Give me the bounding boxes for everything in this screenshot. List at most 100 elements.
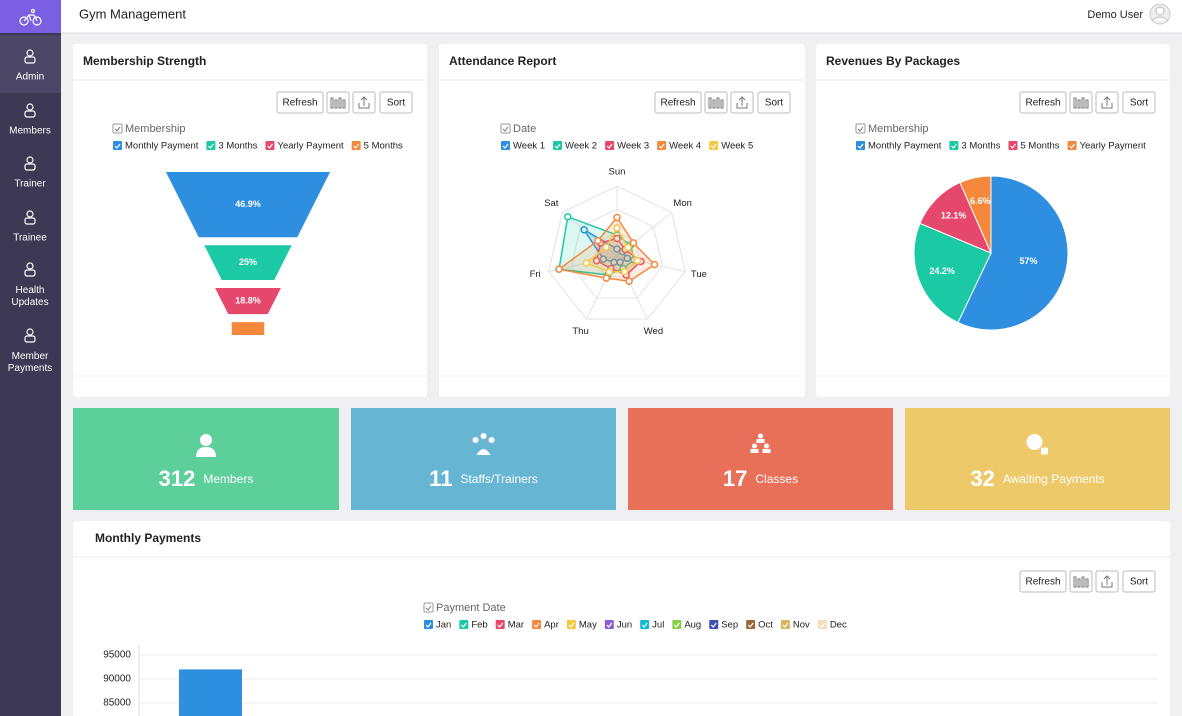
menu-label[interactable]: Health Updates — [11, 285, 48, 308]
stat-tile[interactable] — [905, 408, 1170, 510]
legend-checkbox[interactable] — [746, 620, 756, 629]
legend-label[interactable]: Dec — [830, 620, 847, 631]
legend-checkbox[interactable] — [1008, 141, 1018, 150]
legend-label[interactable]: Yearly Payment — [1080, 141, 1147, 152]
legend-label[interactable]: Yearly Payment — [277, 141, 344, 152]
legend-checkbox[interactable] — [495, 620, 505, 629]
legend-checkbox[interactable] — [672, 620, 682, 629]
legend-checkbox[interactable] — [1067, 141, 1077, 150]
legend-title-checkbox[interactable] — [500, 123, 511, 134]
radar-point[interactable] — [555, 265, 563, 273]
legend-label[interactable]: Nov — [793, 620, 810, 631]
user-name[interactable]: Demo User — [1087, 9, 1143, 21]
legend-label[interactable]: Jan — [436, 620, 451, 631]
legend-checkbox[interactable] — [709, 141, 719, 150]
legend-label[interactable]: 5 Months — [1020, 141, 1059, 152]
pie-slice[interactable] — [959, 175, 992, 254]
legend-checkbox[interactable] — [566, 620, 576, 629]
button[interactable] — [757, 91, 791, 114]
export-icon[interactable] — [358, 96, 370, 109]
button[interactable] — [654, 91, 702, 114]
avatar[interactable] — [1149, 3, 1171, 25]
legend-checkbox[interactable] — [817, 620, 827, 629]
legend-title-checkbox[interactable] — [112, 123, 123, 134]
legend-checkbox[interactable] — [605, 141, 615, 150]
refresh-button[interactable]: Refresh — [1025, 98, 1060, 109]
legend-checkbox[interactable] — [949, 141, 959, 150]
legend-checkbox[interactable] — [640, 620, 650, 629]
legend-checkbox[interactable] — [351, 141, 361, 150]
radar-point[interactable] — [623, 254, 631, 263]
legend-checkbox[interactable] — [709, 620, 719, 629]
radar-point[interactable] — [582, 259, 591, 267]
legend-label[interactable]: Jun — [617, 620, 632, 631]
radar-point[interactable] — [610, 258, 618, 267]
chart-type-icon[interactable] — [330, 97, 346, 109]
radar-point[interactable] — [620, 268, 629, 276]
menu-label[interactable]: Members — [9, 126, 51, 137]
stat-tile[interactable] — [351, 408, 616, 510]
bar[interactable] — [179, 669, 242, 716]
legend-label[interactable]: Monthly Payment — [868, 141, 942, 152]
button[interactable] — [276, 91, 324, 114]
legend-checkbox[interactable] — [604, 620, 614, 629]
chart-type-icon[interactable] — [1073, 97, 1089, 109]
refresh-button[interactable]: Refresh — [660, 98, 695, 109]
legend-checkbox[interactable] — [265, 141, 275, 150]
legend-label[interactable]: Sep — [721, 620, 738, 631]
legend-label[interactable]: Apr — [544, 620, 559, 631]
sort-button[interactable]: Sort — [765, 98, 784, 109]
legend-label[interactable]: 5 Months — [364, 141, 403, 152]
radar-point[interactable] — [625, 277, 633, 285]
button[interactable] — [1069, 91, 1093, 114]
logo[interactable] — [0, 0, 61, 33]
legend-label[interactable]: 3 Months — [218, 141, 257, 152]
legend-checkbox[interactable] — [856, 141, 865, 150]
legend-label[interactable]: May — [579, 620, 597, 631]
radar-point[interactable] — [613, 213, 621, 222]
export-icon[interactable] — [1101, 575, 1113, 588]
legend-label[interactable]: Week 4 — [669, 141, 701, 152]
legend-label[interactable]: Jul — [652, 620, 664, 631]
legend-label[interactable]: Aug — [684, 620, 701, 631]
radar-point[interactable] — [599, 255, 608, 263]
radar-point[interactable] — [605, 268, 614, 276]
legend-checkbox[interactable] — [780, 620, 790, 629]
chart-type-icon[interactable] — [1073, 576, 1089, 588]
menu-label[interactable]: Admin — [16, 72, 44, 83]
export-icon[interactable] — [736, 96, 748, 109]
export-icon[interactable] — [1101, 96, 1113, 109]
radar-point[interactable] — [580, 226, 588, 234]
radar-point[interactable] — [602, 274, 611, 282]
button[interactable] — [1069, 570, 1093, 593]
legend-label[interactable]: 3 Months — [961, 141, 1000, 152]
radar-point[interactable] — [594, 236, 602, 245]
legend-checkbox[interactable] — [532, 620, 542, 629]
pie-slice[interactable] — [957, 175, 1069, 331]
legend-label[interactable]: Week 1 — [513, 141, 545, 152]
legend-label[interactable]: Week 5 — [721, 141, 753, 152]
radar-point[interactable] — [613, 224, 621, 232]
pie-slice[interactable] — [913, 222, 992, 324]
legend-checkbox[interactable] — [501, 141, 510, 150]
menu-label[interactable]: Trainee — [13, 233, 47, 244]
button[interactable] — [1019, 570, 1067, 593]
radar-point[interactable] — [563, 212, 572, 221]
radar-point[interactable] — [613, 234, 621, 243]
button[interactable] — [1019, 91, 1067, 114]
button[interactable] — [1122, 570, 1156, 593]
legend-label[interactable]: Week 2 — [565, 141, 597, 152]
legend-title-checkbox[interactable] — [855, 123, 866, 134]
legend-label[interactable]: Feb — [471, 620, 487, 631]
button[interactable] — [1122, 91, 1156, 114]
menu-label[interactable]: Trainer — [14, 179, 46, 190]
refresh-button[interactable]: Refresh — [282, 98, 317, 109]
pie-slice[interactable] — [919, 181, 992, 254]
sort-button[interactable]: Sort — [387, 98, 406, 109]
legend-label[interactable]: Monthly Payment — [125, 141, 199, 152]
radar-point[interactable] — [624, 243, 632, 252]
radar-point[interactable] — [602, 243, 610, 252]
refresh-button[interactable]: Refresh — [1025, 577, 1060, 588]
legend-label[interactable]: Mar — [508, 620, 524, 631]
button[interactable] — [704, 91, 728, 114]
